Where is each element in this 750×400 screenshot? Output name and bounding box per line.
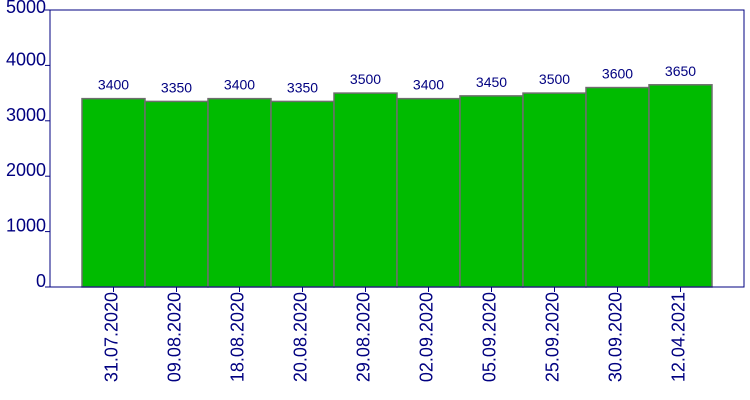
x-tick-label: 02.09.2020 <box>416 292 436 382</box>
plot-area-frame <box>49 9 745 288</box>
bar-value-label: 3400 <box>224 77 255 93</box>
y-tick-label: 0 <box>36 271 46 291</box>
x-tick-label: 31.07.2020 <box>101 292 121 382</box>
value-labels-layer: 3400 3350 3400 3350 3500 3400 3450 3500 3600 3650 <box>98 63 696 96</box>
bar <box>270 100 335 288</box>
x-tick-label: 30.09.2020 <box>605 292 625 382</box>
y-tick-label: 1000 <box>6 216 46 236</box>
bar <box>207 97 272 288</box>
bar-value-label: 3400 <box>98 77 129 93</box>
bar <box>522 92 587 288</box>
x-tick-label: 05.09.2020 <box>479 292 499 382</box>
bar-value-label: 3500 <box>539 71 570 87</box>
bar-value-label: 3600 <box>602 66 633 82</box>
bar-value-label: 3350 <box>287 79 318 95</box>
bar-value-label: 3650 <box>665 63 696 79</box>
bar <box>144 100 209 288</box>
y-tick-label: 2000 <box>6 160 46 180</box>
x-tick-label: 20.08.2020 <box>290 292 310 382</box>
bar-value-label: 3450 <box>476 74 507 90</box>
bar <box>459 95 524 288</box>
bar-value-label: 3350 <box>161 79 192 95</box>
bar <box>333 92 398 288</box>
y-tick-label: 5000 <box>6 0 46 17</box>
bar <box>396 97 461 288</box>
y-tick-label: 3000 <box>6 105 46 125</box>
x-tick-label: 09.08.2020 <box>164 292 184 382</box>
x-tick-label: 29.08.2020 <box>353 292 373 382</box>
bar-value-label: 3400 <box>413 77 444 93</box>
y-axis: 0 1000 2000 3000 4000 5000 <box>6 0 50 291</box>
x-tick-label: 12.04.2021 <box>668 292 688 382</box>
bar <box>648 84 713 288</box>
x-tick-label: 18.08.2020 <box>227 292 247 382</box>
y-tick-label: 4000 <box>6 49 46 69</box>
bar <box>81 97 146 288</box>
x-axis: 31.07.2020 09.08.2020 18.08.2020 20.08.2020… <box>101 287 688 382</box>
x-tick-label: 25.09.2020 <box>542 292 562 382</box>
bar-value-label: 3500 <box>350 71 381 87</box>
bars-layer <box>81 84 713 288</box>
bar <box>585 86 650 288</box>
